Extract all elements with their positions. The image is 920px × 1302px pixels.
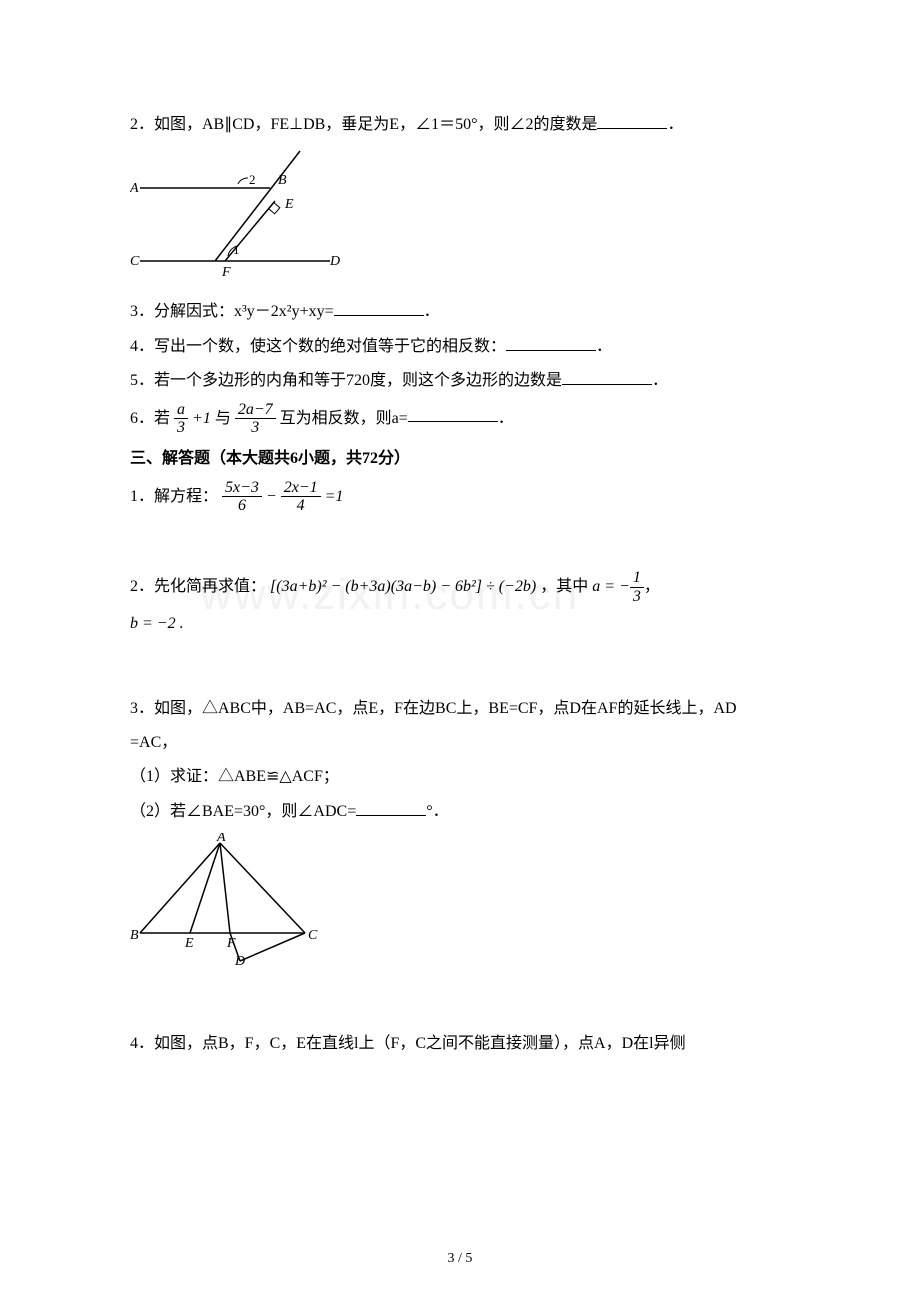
label-D: D (329, 254, 340, 269)
p1-pre: 1．解方程： (130, 488, 218, 505)
p2-afrac-den: 3 (630, 588, 644, 606)
p3-line1b: =AC， (130, 728, 790, 758)
p3-label-F: F (226, 936, 236, 951)
p2-expr: [(3a+b)² − (b+3a)(3a−b) − 6b²] ÷ (−2b) (270, 578, 536, 595)
q3-tail: ． (424, 303, 440, 320)
q3-blank (334, 300, 424, 316)
q6-frac2-num: 2a−7 (235, 401, 276, 420)
q4: 4．写出一个数，使这个数的绝对值等于它的相反数： ． (130, 332, 790, 362)
p3-sub2-blank (356, 800, 426, 816)
q6-post: 互为相反数，则a= (280, 409, 408, 426)
p2-line1: 2．先化简再求值： [(3a+b)² − (b+3a)(3a−b) − 6b²]… (130, 569, 790, 605)
q6-mid1: +1 (192, 409, 211, 426)
spacer1 (130, 519, 790, 569)
p2-afrac-num: 1 (630, 569, 644, 588)
q6-frac2-den: 3 (235, 419, 276, 437)
p3-label-C: C (308, 928, 318, 943)
q6-frac2: 2a−7 3 (235, 401, 276, 437)
q3: 3．分解因式：x³y－2x²y+xy= ． (130, 297, 790, 327)
label-C: C (130, 254, 140, 269)
label-E: E (284, 197, 294, 212)
label-F: F (221, 265, 231, 280)
q2-tail: ． (667, 116, 683, 133)
p3-diagram: A B C D E F (130, 833, 790, 973)
p3-sub2-pre: （2）若∠BAE=30°，则∠ADC= (130, 803, 356, 820)
p3-label-E: E (184, 936, 194, 951)
p3-sub2: （2）若∠BAE=30°，则∠ADC= °． (130, 797, 790, 827)
p2-a: a = − (592, 578, 630, 595)
q6-pre: 6．若 (130, 409, 170, 426)
p4: 4．如图，点B，F，C，E在直线l上（F，C之间不能直接测量），点A，D在l异侧 (130, 1029, 790, 1059)
p3-sub1: （1）求证：△ABE≌△ACF； (130, 762, 790, 792)
p1-f1: 5x−3 6 (222, 479, 262, 515)
p1: 1．解方程： 5x−3 6 − 2x−1 4 =1 (130, 479, 790, 515)
q6-frac1-den: 3 (174, 419, 188, 437)
label-B: B (278, 173, 287, 188)
q2-diagram: A B C D E F 2 1 (130, 146, 790, 291)
q2-blank (597, 113, 667, 129)
p1-f1-num: 5x−3 (222, 479, 262, 498)
p1-eq: =1 (325, 488, 344, 505)
spacer2 (130, 644, 790, 694)
p1-f2-den: 4 (281, 497, 321, 515)
label-angle1: 1 (233, 242, 240, 257)
p2-line2: b = −2 . (130, 609, 790, 639)
q5-blank (562, 369, 652, 385)
spacer3 (130, 979, 790, 1029)
p2-mid: ，其中 (540, 578, 588, 595)
q4-blank (506, 335, 596, 351)
p2-comma: ， (644, 578, 660, 595)
q5-tail: ． (652, 372, 668, 389)
p1-minus: − (266, 488, 277, 505)
q6-tail: ． (498, 409, 514, 426)
q5: 5．若一个多边形的内角和等于720度，则这个多边形的边数是 ． (130, 366, 790, 396)
q3-text: 3．分解因式：x³y－2x²y+xy= (130, 303, 334, 320)
p2-afrac: 1 3 (630, 569, 644, 605)
q5-text: 5．若一个多边形的内角和等于720度，则这个多边形的边数是 (130, 372, 562, 389)
q6-mid2: 与 (215, 409, 231, 426)
section3-header: 三、解答题（本大题共6小题，共72分） (130, 443, 790, 475)
p1-f1-den: 6 (222, 497, 262, 515)
p2-b: b = −2 . (130, 615, 184, 632)
p3-label-D: D (234, 954, 245, 968)
p3-sub2-tail: °． (426, 803, 448, 820)
page-number: 3 / 5 (0, 1251, 920, 1267)
label-angle2: 2 (249, 172, 256, 187)
q6-blank (408, 406, 498, 422)
q4-tail: ． (596, 338, 612, 355)
q6-frac1-num: a (174, 401, 188, 420)
q6: 6．若 a 3 +1 与 2a−7 3 互为相反数，则a= ． (130, 401, 790, 437)
p3-label-B: B (130, 928, 139, 943)
label-A: A (130, 181, 139, 196)
q4-text: 4．写出一个数，使这个数的绝对值等于它的相反数： (130, 338, 506, 355)
p3-label-A: A (216, 833, 226, 845)
p3-line1: 3．如图，△ABC中，AB=AC，点E，F在边BC上，BE=CF，点D在AF的延… (130, 694, 790, 724)
q2-body: 2．如图，AB∥CD，FE⊥DB，垂足为E，∠1＝50°，则∠2的度数是 (130, 116, 597, 133)
p1-f2: 2x−1 4 (281, 479, 321, 515)
q6-frac1: a 3 (174, 401, 188, 437)
q2-text: 2．如图，AB∥CD，FE⊥DB，垂足为E，∠1＝50°，则∠2的度数是 ． (130, 110, 790, 140)
p1-f2-num: 2x−1 (281, 479, 321, 498)
p2-pre: 2．先化简再求值： (130, 578, 266, 595)
